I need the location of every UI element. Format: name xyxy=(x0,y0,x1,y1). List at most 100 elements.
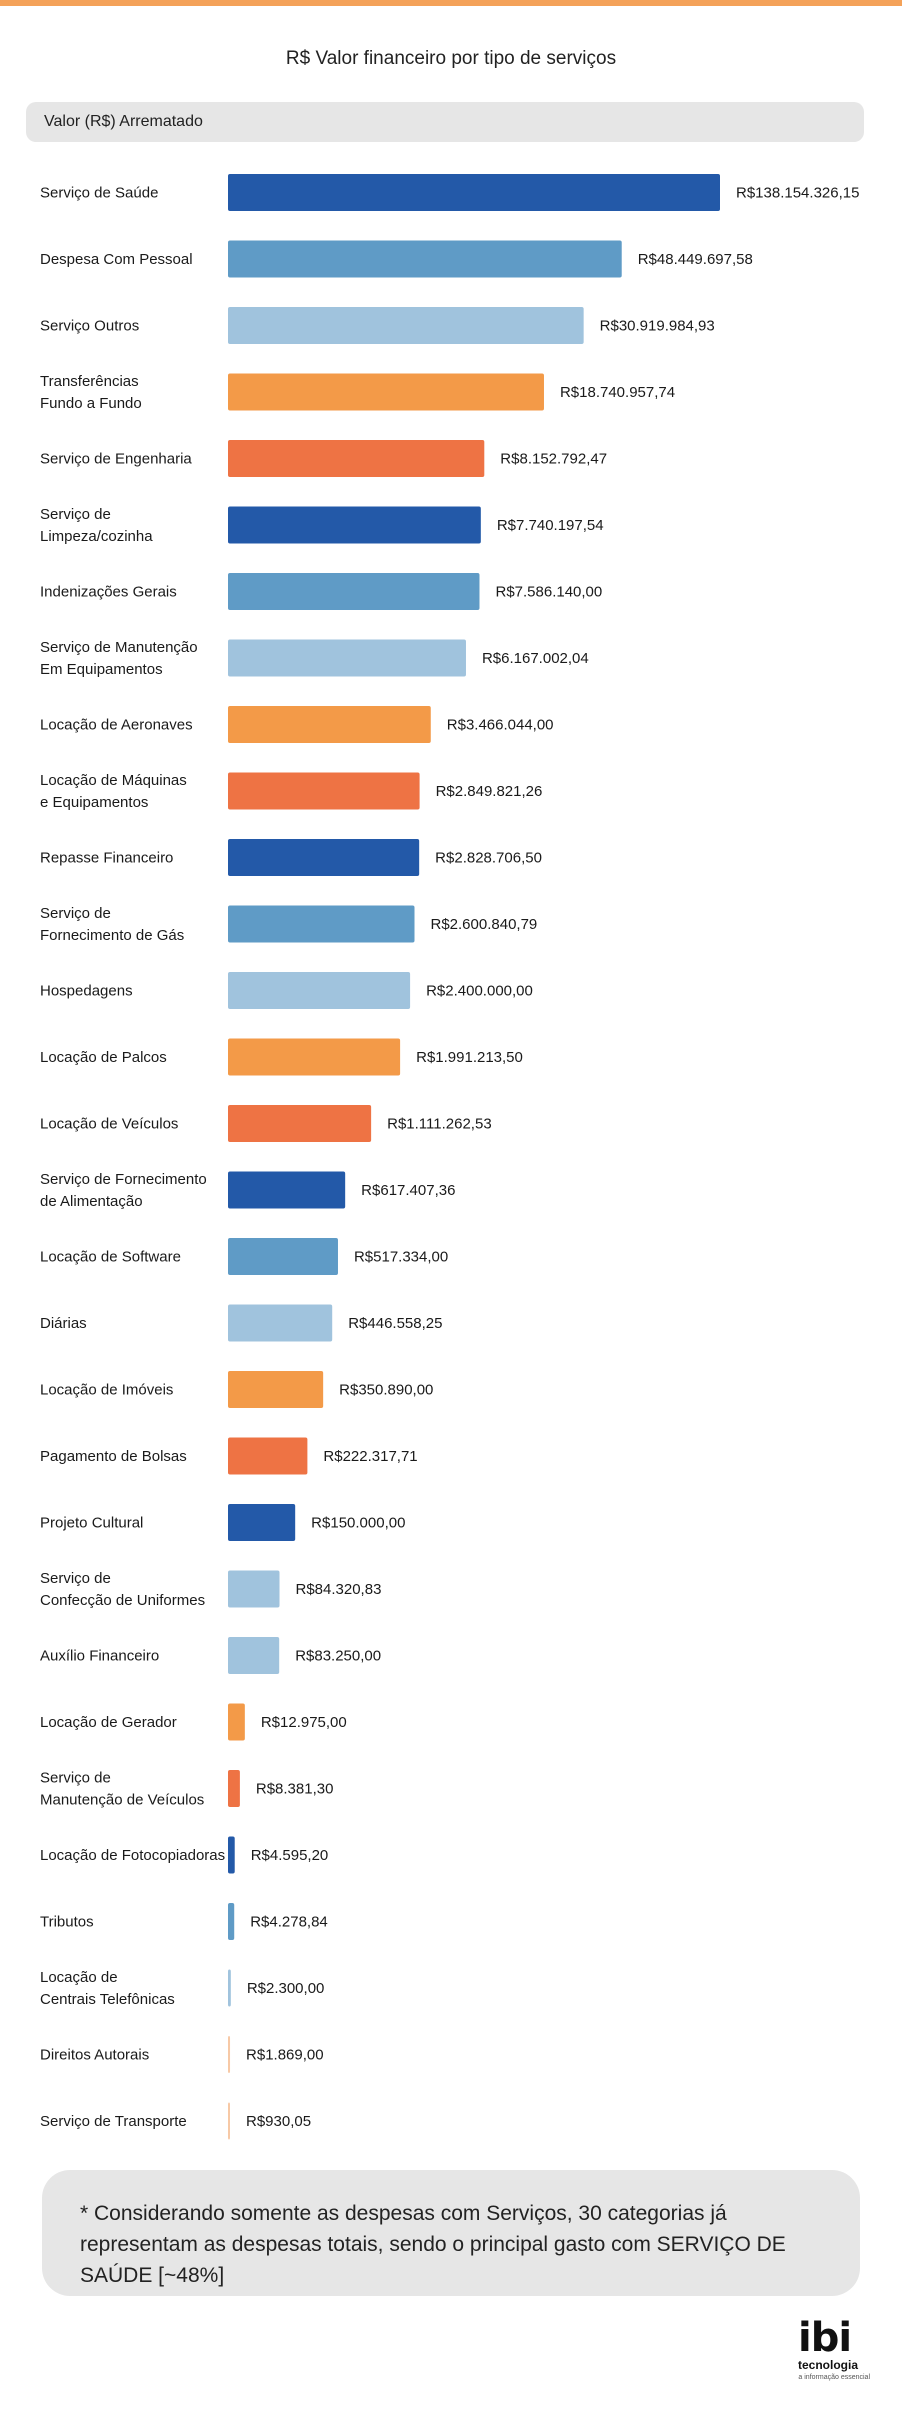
category-label: Projeto Cultural xyxy=(40,1515,143,1532)
bar xyxy=(228,1171,346,1209)
category-label: Pagamento de Bolsas xyxy=(40,1448,187,1465)
bar xyxy=(228,506,481,544)
bar xyxy=(228,573,480,610)
category-label: Locação de Software xyxy=(40,1249,181,1266)
category-label: Serviço Outros xyxy=(40,318,139,335)
value-label: R$138.154.326,15 xyxy=(736,185,859,202)
category-label: Auxílio Financeiro xyxy=(40,1648,159,1665)
bar xyxy=(228,440,485,477)
value-label: R$84.320,83 xyxy=(296,1581,382,1598)
value-label: R$2.600.840,79 xyxy=(431,916,538,933)
value-label: R$8.381,30 xyxy=(256,1781,334,1798)
bar xyxy=(228,839,420,876)
logo-subtitle: tecnologia xyxy=(797,2358,858,2372)
value-label: R$3.466.044,00 xyxy=(447,717,554,734)
value-label: R$2.849.821,26 xyxy=(436,783,543,800)
value-label: R$4.278,84 xyxy=(250,1914,328,1931)
category-label: Serviço de Confecção de Uniformes xyxy=(40,1570,205,1609)
bar-chart: Serviço de Saúde R$138.154.326,15 Despesa … xyxy=(40,174,859,2140)
bar xyxy=(228,373,544,411)
category-label: Serviço de Fornecimento de Alimentação xyxy=(40,1171,207,1210)
bar xyxy=(228,972,411,1009)
category-label: Diárias xyxy=(40,1315,87,1332)
value-label: R$4.595,20 xyxy=(251,1847,329,1864)
value-label: R$8.152.792,47 xyxy=(500,451,607,468)
bar xyxy=(228,1637,280,1674)
value-label: R$150.000,00 xyxy=(311,1515,405,1532)
value-label: R$350.890,00 xyxy=(339,1382,433,1399)
logo-tagline: a informação essencial xyxy=(798,2374,870,2381)
category-label: Indenizações Gerais xyxy=(40,584,177,601)
category-label: Serviço de Engenharia xyxy=(40,451,192,468)
value-label: R$18.740.957,74 xyxy=(560,384,675,401)
category-label: Despesa Com Pessoal xyxy=(40,251,193,268)
value-label: R$12.975,00 xyxy=(261,1714,347,1731)
bar xyxy=(228,1969,231,2007)
category-label: Serviço de Manutenção Em Equipamentos xyxy=(40,639,198,678)
bar xyxy=(228,1903,235,1940)
value-label: R$2.400.000,00 xyxy=(426,983,533,1000)
category-label: Locação de Gerador xyxy=(40,1714,177,1731)
category-label: Locação de Veículos xyxy=(40,1116,178,1133)
value-label: R$222.317,71 xyxy=(323,1448,417,1465)
bar xyxy=(228,639,466,677)
value-label: R$48.449.697,58 xyxy=(638,251,753,268)
category-label: Locação de Aeronaves xyxy=(40,717,193,734)
value-label: R$617.407,36 xyxy=(361,1182,455,1199)
category-label: Repasse Financeiro xyxy=(40,850,173,867)
bar xyxy=(228,1238,338,1275)
column-header-label: Valor (R$) Arrematado xyxy=(44,113,203,130)
value-label: R$30.919.984,93 xyxy=(600,318,715,335)
top-accent-stripe xyxy=(0,0,902,6)
bar xyxy=(228,1371,324,1408)
value-label: R$1.111.262,53 xyxy=(387,1116,492,1133)
bar xyxy=(228,1770,240,1807)
bar xyxy=(228,1703,245,1741)
category-label: Locação de Palcos xyxy=(40,1049,167,1066)
bar xyxy=(228,1437,308,1475)
value-label: R$517.334,00 xyxy=(354,1249,448,1266)
value-label: R$1.991.213,50 xyxy=(416,1049,523,1066)
value-label: R$2.300,00 xyxy=(247,1980,325,1997)
value-label: R$1.869,00 xyxy=(246,2047,324,2064)
footnote-box: * Considerando somente as despesas com S… xyxy=(42,2170,860,2296)
chart-title: R$ Valor financeiro por tipo de serviços xyxy=(285,48,617,69)
bar xyxy=(228,240,622,278)
category-label: Serviço de Fornecimento de Gás xyxy=(40,905,184,944)
bar xyxy=(228,1304,333,1342)
bar xyxy=(228,1836,235,1874)
bar xyxy=(228,772,420,810)
category-label: Direitos Autorais xyxy=(40,2047,149,2064)
value-label: R$930,05 xyxy=(246,2113,311,2130)
value-label: R$7.586.140,00 xyxy=(495,584,602,601)
category-label: Locação de Centrais Telefônicas xyxy=(40,1969,175,2008)
bar xyxy=(228,1105,372,1142)
bar xyxy=(228,174,720,211)
category-label: Serviço de Saúde xyxy=(40,185,158,202)
category-label: Serviço de Transporte xyxy=(40,2113,187,2130)
value-label: R$6.167.002,04 xyxy=(482,650,589,667)
category-label: Locação de Fotocopiadoras xyxy=(40,1847,225,1864)
category-label: Hospedagens xyxy=(40,983,133,1000)
category-label: Serviço de Manutenção de Veículos xyxy=(40,1770,204,1809)
category-label: Serviço de Limpeza/cozinha xyxy=(40,506,153,545)
category-label: Tributos xyxy=(40,1914,94,1931)
bar xyxy=(228,1504,296,1541)
category-label: Locação de Imóveis xyxy=(40,1382,173,1399)
bar xyxy=(228,2102,230,2140)
bar xyxy=(228,706,431,743)
value-label: R$2.828.706,50 xyxy=(435,850,542,867)
category-label: Transferências Fundo a Fundo xyxy=(40,373,142,412)
bar xyxy=(228,2036,231,2073)
bar xyxy=(228,1038,401,1076)
company-logo: ibi tecnologia a informação essencial xyxy=(770,2318,880,2390)
column-header-bar: Valor (R$) Arrematado xyxy=(26,102,864,142)
category-label: Locação de Máquinas e Equipamentos xyxy=(40,772,187,811)
value-label: R$83.250,00 xyxy=(295,1648,381,1665)
logo-mark: ibi xyxy=(798,2315,852,2361)
bar xyxy=(228,307,584,344)
bar xyxy=(228,1570,280,1608)
value-label: R$446.558,25 xyxy=(348,1315,442,1332)
value-label: R$7.740.197,54 xyxy=(497,517,604,534)
bar xyxy=(228,905,415,943)
